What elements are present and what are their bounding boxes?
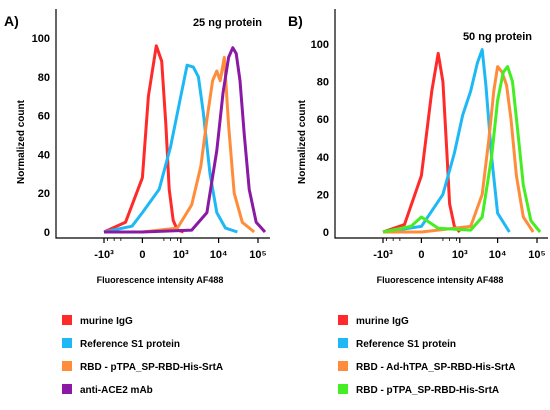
panel-b-y-axis-label: Normalized count (297, 99, 308, 184)
panel-a-series-line-4 (104, 46, 267, 234)
panel-a-y-tick-label: 60 (38, 111, 50, 123)
panel-a-series-line-2 (103, 63, 238, 234)
panel-b-x-tick-label: 10⁵ (528, 249, 545, 261)
panel-a-x-tick-label: 10³ (173, 249, 189, 261)
panel-a-title: 25 ng protein (193, 17, 262, 29)
panel-a-letter: A) (4, 13, 19, 29)
panel-b-y-tick-label: 60 (317, 114, 329, 126)
panel-b-y-tick-label: 40 (317, 152, 329, 164)
panel-b-x-tick-label: 0 (418, 249, 424, 261)
panel-a-legend-swatch (62, 384, 72, 394)
panel-b-axes (334, 9, 548, 239)
panel-b-legend: murine IgG Reference S1 protein RBD - Ad-h… (338, 315, 515, 396)
panel-a-legend-label: RBD - pTPA_SP-RBD-His-SrtA (80, 362, 223, 373)
panel-a-x-tick-label: 0 (139, 249, 145, 261)
panel-a-legend-swatch (62, 338, 72, 348)
panel-b-legend-swatch (338, 315, 348, 325)
panel-b-legend-label: RBD - pTPA_SP-RBD-His-SrtA (356, 385, 499, 396)
panel-a-y-tick-label: 100 (32, 33, 50, 45)
panel-b-series-line-3 (383, 65, 535, 234)
panel-a-legend-swatch (62, 315, 72, 325)
panel-b-legend-label: RBD - Ad-hTPA_SP-RBD-His-SrtA (356, 362, 515, 373)
panel-b-y-tick-label: 0 (323, 227, 329, 239)
panel-a-legend-label: Reference S1 protein (80, 339, 180, 350)
panel-a-axes (55, 9, 270, 239)
panel-a-series-line-3 (104, 55, 256, 234)
panel-b-y-tick-label: 100 (311, 39, 329, 51)
panel-a-y-tick-label: 80 (38, 72, 50, 84)
panel-b-x-tick-label: 10⁴ (489, 249, 507, 261)
panel-b-series-line-1 (382, 51, 461, 234)
panel-a-y-tick-label: 20 (38, 188, 50, 200)
panel-b-y-tick-label: 80 (317, 77, 329, 89)
panel-a-legend-label: murine IgG (80, 316, 133, 327)
panel-b-series-line-2 (382, 48, 511, 234)
panel-a-legend-label: anti-ACE2 mAb (80, 385, 153, 396)
panel-b-x-axis-label: Fluorescence intensity AF488 (377, 275, 504, 285)
panel-b-legend-swatch (338, 384, 348, 394)
panel-a-y-tick-label: 40 (38, 149, 50, 161)
panel-a-x-axis-label: Fluorescence intensity AF488 (97, 275, 224, 285)
panel-b-legend-swatch (338, 361, 348, 371)
panel-a-series-line-1 (103, 44, 185, 234)
panel-b-legend-swatch (338, 338, 348, 348)
panel-a-legend-swatch (62, 361, 72, 371)
panel-a-y-axis-label: Normalized count (16, 99, 27, 184)
panel-b-x-tick-label: -10³ (373, 249, 393, 261)
panel-b-y-tick-label: 20 (317, 189, 329, 201)
panel-b-title: 50 ng protein (463, 31, 532, 43)
panel-a-x-tick-label: 10⁴ (210, 249, 228, 261)
panel-b-legend-label: Reference S1 protein (356, 339, 456, 350)
panel-a-y-tick-label: 0 (44, 227, 50, 239)
panel-a: A) Normalized count 25 ng protein Fluore… (4, 9, 270, 285)
panel-a-x-tick-label: 10⁵ (249, 249, 266, 261)
panel-b-legend-label: murine IgG (356, 316, 409, 327)
panel-b-series-line-4 (382, 65, 542, 234)
panel-b: B) Normalized count 50 ng protein Fluore… (288, 9, 548, 285)
panel-b-letter: B) (288, 13, 303, 29)
panel-a-x-tick-label: -10³ (94, 249, 114, 261)
panel-b-x-tick-label: 10³ (452, 249, 468, 261)
panel-a-legend: murine IgG Reference S1 protein RBD - pTPA… (62, 315, 223, 396)
